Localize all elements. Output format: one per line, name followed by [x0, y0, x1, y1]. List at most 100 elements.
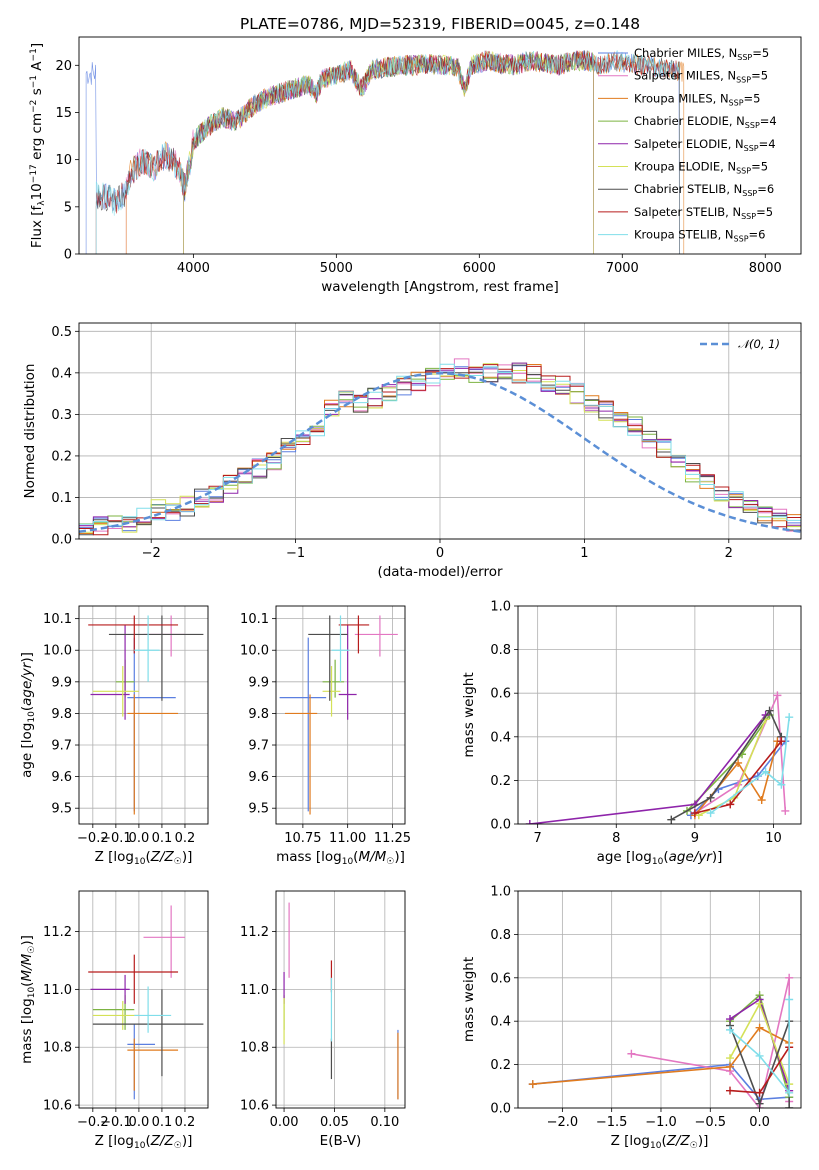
mass_weight_vs_Z-xlabel-part: Z [log: [611, 1133, 650, 1149]
mass_weight_vs_age-marker-1-3: [781, 806, 790, 815]
mass_weight_vs_age-ytick-label: 0.8: [490, 643, 511, 658]
mass_vs_ebv-xtick-label: 0.10: [370, 1115, 399, 1130]
spectrum-legend-label: Chabrier ELODIE, NSSP=4: [634, 114, 777, 130]
age_vs_Z-ytick-label: 9.8: [51, 707, 72, 722]
mass_weight_vs_age-marker-8-1: [761, 767, 770, 776]
age_vs_mass-xlabel-part: 10: [342, 857, 354, 867]
legend-label-main: Kroupa STELIB, N: [634, 228, 734, 242]
figure-title: PLATE=0786, MJD=52319, FIBERID=0045, z=0…: [240, 15, 640, 33]
mass_vs_Z-ylabel-part: 10: [27, 987, 37, 999]
spectrum-ylabel-part: λ: [37, 200, 47, 206]
age_vs_mass-xlabel-part: M/M: [358, 849, 386, 865]
residuals-ytick-label: 0.0: [51, 533, 72, 548]
age_vs_mass-xlabel-part: ☉: [386, 857, 394, 867]
mass_vs_Z-xlabel-part: (: [145, 1133, 150, 1149]
mass_vs_ebv-plot-area: [283, 902, 399, 1100]
spectrum-legend-label: Salpeter ELODIE, NSSP=4: [634, 137, 776, 153]
mass_weight_vs_Z-xtick-label: 0.0: [749, 1115, 770, 1130]
spectrum-ylabel-part: −2: [29, 100, 39, 113]
mass_weight_vs_Z-marker-8-0: [726, 1025, 735, 1034]
legend-label-tail: =5: [744, 91, 761, 105]
mass_vs_ebv-ytick-label: 10.6: [240, 1099, 269, 1114]
mass_weight_vs_Z-xtick-label: −1.5: [596, 1115, 628, 1130]
age_vs_Z-xtick-label: 0.2: [175, 831, 196, 846]
mass_weight_vs_age-marker-2-1: [734, 758, 743, 767]
spectrum-line-2: [125, 50, 685, 254]
mass_vs_ebv-ytick-label: 11.2: [240, 925, 269, 940]
mass_weight_vs_Z-marker-5-1: [755, 999, 764, 1008]
age_vs_Z-ylabel-part: (: [19, 706, 35, 711]
mass_weight_vs_Z-xlabel-part: ☉: [690, 1141, 698, 1151]
age_vs_Z-xlabel-part: Z [log: [95, 849, 134, 865]
mass_vs_ebv-ytick-label: 11.0: [240, 983, 269, 998]
spectrum-plot-area: [85, 50, 685, 254]
mass_weight_vs_age-xlabel-part: (: [663, 849, 668, 865]
spectrum-ylabel-part: s: [29, 88, 45, 99]
spectrum-ylabel-part: −1: [29, 48, 39, 61]
mass_vs_Z-ylabel-part: (: [19, 982, 35, 987]
spectrum-line-1: [125, 50, 594, 254]
age_vs_mass-ytick-label: 9.5: [248, 802, 269, 817]
mass_weight_vs_Z-ytick-label: 0.6: [490, 971, 511, 986]
mass_weight_vs_age-marker-7-1: [726, 800, 735, 809]
spectrum-ylabel-part: −17: [29, 164, 39, 183]
age_vs_mass-ytick-label: 10.1: [240, 612, 269, 627]
spectrum-ylabel: Flux [fλ10−17 erg cm−2 s−1 A−1]: [29, 43, 47, 248]
age_vs_mass-ytick-label: 9.7: [248, 739, 269, 754]
spectrum-legend-label: Chabrier MILES, NSSP=5: [634, 46, 769, 62]
mass_vs_Z-xtick-label: −0.2: [77, 1115, 109, 1130]
age_vs_Z-ytick-label: 9.7: [51, 739, 72, 754]
mass_vs_Z-xtick-label: 0.2: [175, 1115, 196, 1130]
legend-label-sub: SSP: [737, 53, 752, 62]
mass_vs_Z-panel: −0.2−0.10.0 0.1 0.210.610.811.011.2Z [log1…: [19, 890, 209, 1151]
mass_weight_vs_age-marker-4-0: [525, 820, 534, 824]
mass_vs_Z-xtick-label: 0.0: [129, 1115, 150, 1130]
mass_weight_vs_age-xlabel-part: age/yr: [669, 849, 714, 865]
mass_weight_vs_age-line-8: [710, 717, 790, 814]
mass_weight_vs_Z-xtick-label: −2.0: [547, 1115, 579, 1130]
residuals-ytick-label: 0.1: [51, 491, 72, 506]
age_vs_mass-panel: 10.75 11.00 11.25 9.5 9.6 9.7 9.8 9.9 10.0 10.1 ma…: [240, 605, 411, 867]
residuals-xtick-label: 1: [580, 546, 588, 561]
legend-label-sub: SSP: [736, 167, 751, 176]
spectrum-xtick-label: 6000: [463, 261, 496, 276]
mass_weight_vs_age-marker-8-0: [706, 809, 715, 818]
residuals-xtick-label: −1: [286, 546, 305, 561]
mass_weight_vs_Z-xlabel-part: )]: [698, 1133, 709, 1149]
normal-curve: [79, 372, 801, 533]
mass_vs_Z-ylabel-part: ☉: [27, 946, 37, 954]
mass_weight_vs_age-marker-1-2: [773, 691, 782, 700]
age_vs_Z-ylabel-part: 10: [27, 711, 37, 723]
age_vs_mass-ytick-label: 9.8: [248, 707, 269, 722]
mass_weight_vs_age-line-6: [670, 708, 783, 821]
spectrum-legend-label: Salpeter MILES, NSSP=5: [634, 69, 768, 85]
mass_weight_vs_Z-marker-8-2: [785, 1088, 794, 1097]
mass_vs_Z-ylabel: mass [log10(M/M☉)]: [19, 935, 37, 1064]
mass_weight_vs_Z-marker-7-0: [726, 1086, 735, 1095]
spectrum-xtick-label: 8000: [749, 261, 782, 276]
mass_weight_vs_age-marker-8-3: [785, 713, 794, 722]
spectrum-ylabel-part: A: [29, 61, 45, 75]
age_vs_mass-ytick-label: 10.0: [240, 644, 269, 659]
legend-label-tail: =5: [751, 160, 768, 174]
age_vs_mass-xtick-label: 11.25: [374, 831, 411, 846]
legend-label-tail: =4: [760, 114, 777, 128]
legend-label-main: Salpeter MILES, N: [634, 69, 736, 83]
legend-label-tail: =6: [757, 182, 774, 196]
mass_weight_vs_Z-ytick-label: 0.0: [490, 1102, 511, 1117]
spectrum-ylabel-part: ]: [29, 43, 45, 48]
mass_vs_Z-xlabel-part: ☉: [174, 1141, 182, 1151]
mass_weight_vs_age-ytick-label: 0.6: [490, 687, 511, 702]
spectrum-line-5: [183, 50, 594, 254]
spectrum-xtick-label: 5000: [320, 261, 353, 276]
residuals-xlabel-part: (data-model)/error: [377, 564, 503, 580]
mass_weight_vs_Z-marker-8-3: [785, 995, 794, 1004]
mass_vs_Z-ylabel-part: mass [log: [19, 998, 35, 1064]
spectrum-ytick-label: 20: [55, 59, 72, 74]
legend-label-sub: SSP: [729, 98, 744, 107]
mass_weight_vs_Z-plot-area: [528, 973, 794, 1108]
mass_weight_vs_age-xtick-label: 10: [765, 831, 782, 846]
mass_weight_vs_Z-marker-5-0: [726, 1054, 735, 1063]
spectrum-frame: [78, 36, 802, 255]
legend-label-main: Salpeter ELODIE, N: [634, 137, 744, 151]
